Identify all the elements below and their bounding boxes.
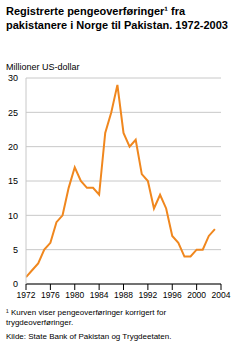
svg-text:2004: 2004 xyxy=(212,290,227,300)
html-text:Millioner US-dollar: Millioner US-dollar xyxy=(6,62,80,72)
svg-text:1980: 1980 xyxy=(65,290,84,300)
svg-text:1988: 1988 xyxy=(114,290,133,300)
svg-text:1996: 1996 xyxy=(163,290,182,300)
svg-text:20: 20 xyxy=(8,142,18,152)
svg-text:5: 5 xyxy=(13,245,18,255)
svg-text:0: 0 xyxy=(13,279,18,289)
svg-text:1992: 1992 xyxy=(138,290,157,300)
svg-text:1976: 1976 xyxy=(41,290,60,300)
svg-text:15: 15 xyxy=(8,176,18,186)
svg-text:1984: 1984 xyxy=(90,290,109,300)
svg-text:2000: 2000 xyxy=(187,290,206,300)
svg-text:25: 25 xyxy=(8,108,18,118)
svg-text:1972: 1972 xyxy=(17,290,36,300)
html-text:Kilde: State Bank of Pakistan: Kilde: State Bank of Pakistan og Trygdee… xyxy=(6,332,172,341)
html-text:¹ Kurven viser pengeoverføring: ¹ Kurven viser pengeoverføringer korrige… xyxy=(6,308,167,327)
html-text:Registrerte pengeoverføringer¹: Registrerte pengeoverføringer¹ fra pakis… xyxy=(6,5,228,31)
svg-text:10: 10 xyxy=(8,211,18,221)
svg-text:30: 30 xyxy=(8,73,18,83)
